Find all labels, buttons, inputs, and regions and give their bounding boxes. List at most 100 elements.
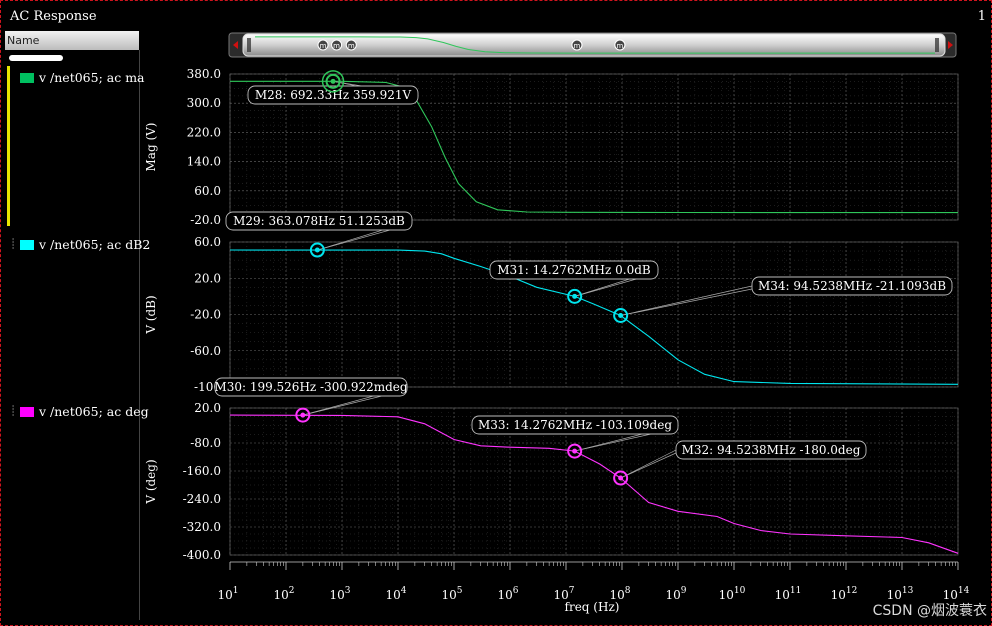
signal-item-mag[interactable]: v /net065; ac ma: [10, 70, 145, 85]
marker-selected-ring: [321, 70, 345, 93]
overview-marker-glyph: m: [348, 42, 355, 50]
x-tick-exponent: 1: [233, 586, 239, 596]
overview-marker-icon[interactable]: [345, 39, 357, 51]
overview-marker-glyph: m: [320, 42, 327, 50]
signal-item-db[interactable]: ┊ v /net065; ac dB2: [10, 237, 150, 252]
overview-marker-icon[interactable]: [317, 39, 329, 51]
marker-leader: [620, 288, 753, 316]
marker-dot: [572, 293, 578, 299]
y-tick-label: -80.0: [190, 436, 221, 450]
y-tick-label: 140.0: [187, 155, 221, 169]
marker-point[interactable]: [295, 407, 311, 423]
overview-curve: [255, 36, 935, 54]
x-tick-exponent: 6: [513, 586, 519, 596]
tree-line-icon: ┊: [10, 239, 17, 250]
x-tick-label: 109: [665, 586, 686, 602]
signal-label: v /net065; ac ma: [39, 70, 145, 85]
marker-point[interactable]: [309, 242, 325, 258]
marker-leader: [620, 452, 677, 479]
y-axis-label: V (dB): [144, 295, 158, 334]
x-tick-exponent: 7: [569, 586, 575, 596]
marker-point[interactable]: [325, 73, 341, 89]
y-tick-label: 20.0: [194, 401, 221, 415]
y-tick-label: 60.0: [194, 235, 221, 249]
x-tick-label: 1010: [719, 586, 746, 602]
x-tick-exponent: 3: [345, 586, 351, 596]
x-tick-exponent: 12: [846, 586, 857, 596]
marker-label-box[interactable]: [471, 415, 679, 435]
overview-scroller[interactable]: mmmmmmm: [228, 32, 957, 58]
x-tick-exponent: 2: [289, 586, 295, 596]
x-axis-label: freq (Hz): [565, 600, 620, 614]
y-tick-label: 60.0: [194, 184, 221, 198]
sidebar-scrollbar[interactable]: [9, 55, 63, 61]
marker-label-box[interactable]: [751, 276, 953, 296]
marker-dot: [314, 247, 320, 253]
selection-bar: [7, 66, 10, 226]
marker-leader: [620, 449, 677, 479]
y-tick-label: 380.0: [187, 67, 221, 81]
corner-label: 1: [977, 9, 986, 24]
x-tick-exponent: 10: [734, 586, 746, 596]
marker-label-box[interactable]: [489, 260, 659, 280]
marker-point[interactable]: [613, 308, 629, 324]
overview-thumb[interactable]: [242, 33, 946, 57]
y-tick-label: 20.0: [194, 271, 221, 285]
y-tick-label: 220.0: [187, 125, 221, 139]
marker-label-box[interactable]: [675, 440, 867, 460]
x-tick-label: 105: [441, 586, 462, 602]
signal-list-pane: [5, 50, 140, 620]
x-tick-label: 102: [273, 586, 294, 602]
marker-label-box[interactable]: [247, 85, 419, 105]
marker-dot: [618, 313, 624, 319]
y-tick-label: -400.0: [183, 548, 221, 562]
color-swatch: [20, 72, 34, 83]
x-tick-label: 1011: [775, 586, 802, 602]
marker-dot: [330, 78, 336, 84]
color-swatch: [20, 239, 34, 250]
y-tick-label: -100: [194, 380, 221, 394]
marker-dot: [572, 448, 578, 454]
marker-point[interactable]: [567, 288, 583, 304]
marker-point[interactable]: [613, 470, 629, 486]
marker-label: M33: 14.2762MHz -103.109deg: [478, 418, 672, 432]
marker-label-box[interactable]: [225, 211, 413, 231]
overview-marker-icon[interactable]: [571, 39, 583, 51]
x-tick-exponent: 4: [401, 586, 407, 596]
y-axis-label: V (deg): [144, 459, 158, 504]
y-tick-label: -160.0: [183, 464, 221, 478]
marker-label: M32: 94.5238MHz -180.0deg: [682, 443, 861, 457]
name-column-header[interactable]: Name: [5, 31, 139, 50]
marker-label: M31: 14.2762MHz 0.0dB: [497, 263, 651, 277]
marker-leader: [620, 285, 753, 316]
x-tick-label: 1012: [831, 586, 858, 602]
x-tick-exponent: 14: [958, 586, 970, 596]
y-tick-label: -240.0: [183, 492, 221, 506]
overview-marker-icon[interactable]: [331, 39, 343, 51]
x-tick-exponent: 5: [457, 586, 463, 596]
overview-marker-glyph: m: [616, 42, 623, 50]
marker-label: M29: 363.078Hz 51.1253dB: [233, 214, 405, 228]
scroll-right-icon[interactable]: [948, 41, 953, 49]
x-tick-exponent: 11: [790, 586, 801, 596]
overview-marker-icon[interactable]: [614, 39, 626, 51]
marker-dot: [300, 412, 306, 418]
watermark: CSDN @烟波蓑衣: [872, 603, 987, 619]
marker-label: M34: 94.5238MHz -21.1093dB: [758, 279, 946, 293]
window-title: AC Response: [10, 9, 97, 24]
marker-label-box[interactable]: [214, 377, 408, 397]
x-tick-label: 106: [497, 586, 518, 602]
y-tick-label: -20.0: [190, 308, 221, 322]
marker-label: M28: 692.33Hz 359.921V: [255, 88, 412, 102]
x-tick-label: 104: [385, 586, 406, 602]
x-tick-label: 101: [217, 586, 238, 602]
overview-marker-glyph: m: [333, 42, 340, 50]
series-line-mag[interactable]: [230, 80, 959, 214]
signal-item-deg[interactable]: ┊ v /net065; ac deg: [10, 404, 149, 419]
overview-marker-glyph: m: [574, 42, 581, 50]
scroll-left-icon[interactable]: [233, 41, 238, 49]
marker-point[interactable]: [567, 443, 583, 459]
marker-label: M30: 199.526Hz -300.922mdeg: [214, 380, 407, 394]
x-tick-exponent: 9: [681, 586, 687, 596]
